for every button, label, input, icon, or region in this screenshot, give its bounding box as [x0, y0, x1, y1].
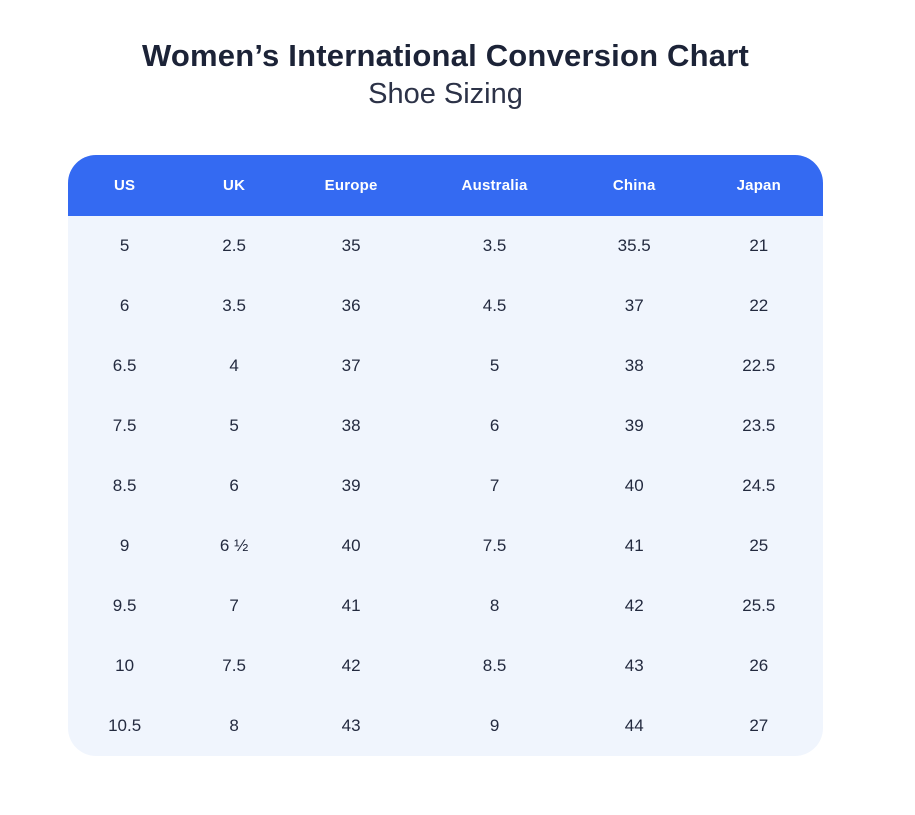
table-cell: 10 [115, 656, 135, 676]
table-cell: 43 [624, 656, 644, 676]
table-cell: 35.5 [617, 236, 651, 256]
table-cell: 40 [341, 536, 361, 556]
table-cell: 23.5 [742, 416, 776, 436]
table-cell: 8.5 [112, 476, 137, 496]
table-cell: 42 [624, 596, 644, 616]
table-cell: 26 [749, 656, 769, 676]
table-row: 10.5 8 43 9 44 27 [68, 696, 823, 756]
table-cell: 39 [624, 416, 644, 436]
table-cell: 39 [341, 476, 361, 496]
table-row: 9.5 7 41 8 42 25.5 [68, 576, 823, 636]
table-row: 10 7.5 42 8.5 43 26 [68, 636, 823, 696]
table-cell: 7.5 [222, 656, 246, 676]
table-cell: 9.5 [112, 596, 137, 616]
table-cell: 41 [624, 536, 644, 556]
table-cell: 3.5 [482, 236, 507, 256]
column-header-europe: Europe [324, 177, 378, 195]
table-cell: 9 [119, 536, 130, 556]
table-row: 8.5 6 39 7 40 24.5 [68, 456, 823, 516]
table-header-row: US UK Europe Australia China Japan [68, 155, 823, 217]
column-header-uk: UK [223, 177, 246, 195]
table-cell: 6 [119, 296, 130, 316]
table-cell: 44 [624, 716, 644, 736]
table-cell: 4.5 [482, 296, 507, 316]
table-cell: 8 [489, 596, 500, 616]
table-cell: 4 [229, 356, 239, 376]
table-cell: 42 [341, 656, 361, 676]
table-cell: 36 [341, 296, 361, 316]
table-cell: 6 [489, 416, 500, 436]
table-cell: 6.5 [112, 356, 137, 376]
table-cell: 21 [749, 236, 769, 256]
table-cell: 41 [341, 596, 361, 616]
column-header-australia: Australia [461, 177, 528, 195]
table-cell: 9 [489, 716, 500, 736]
column-header-china: China [612, 177, 656, 195]
table-body: 5 2.5 35 3.5 35.5 21 6 3.5 36 4.5 37 22 6.5 4 37 5 38 22.… [68, 216, 823, 757]
table-cell: 22.5 [742, 356, 776, 376]
table-cell: 3.5 [222, 296, 246, 316]
table-cell: 6 ½ [219, 536, 249, 556]
page-title: Women’s International Conversion Chart [141, 38, 749, 73]
table-cell: 24.5 [742, 476, 776, 496]
table-cell: 22 [749, 296, 769, 316]
table-cell: 7 [489, 476, 500, 496]
table-cell: 38 [624, 356, 644, 376]
table-row: 7.5 5 38 6 39 23.5 [68, 396, 823, 456]
table-cell: 35 [341, 236, 361, 256]
page: Women’s International Conversion Chart S… [68, 38, 823, 757]
table-row: 6 3.5 36 4.5 37 22 [68, 276, 823, 336]
table-cell: 7.5 [112, 416, 137, 436]
table-cell: 25.5 [742, 596, 776, 616]
table-cell: 40 [624, 476, 644, 496]
table-cell: 37 [341, 356, 361, 376]
table-cell: 38 [341, 416, 361, 436]
table-row: 6.5 4 37 5 38 22.5 [68, 336, 823, 396]
table-cell: 8.5 [482, 656, 507, 676]
table-cell: 25 [749, 536, 769, 556]
column-header-us: US [114, 177, 136, 195]
shoe-size-conversion-table: US UK Europe Australia China Japan 5 2.5 35 3.5 3… [68, 155, 823, 757]
table-cell: 5 [229, 416, 239, 436]
column-header-japan: Japan [736, 177, 781, 195]
table-row: 5 2.5 35 3.5 35.5 21 [68, 216, 823, 276]
table-cell: 6 [229, 476, 239, 496]
table-cell: 7 [229, 596, 239, 616]
table-cell: 8 [229, 716, 239, 736]
table-cell: 37 [624, 296, 644, 316]
table-cell: 27 [749, 716, 769, 736]
table-row: 9 6 ½ 40 7.5 41 25 [68, 516, 823, 576]
table-cell: 43 [341, 716, 361, 736]
table-cell: 10.5 [108, 716, 142, 736]
table-cell: 5 [489, 356, 500, 376]
page-subtitle: Shoe Sizing [368, 77, 523, 110]
table-cell: 7.5 [482, 536, 507, 556]
table-cell: 5 [119, 236, 130, 256]
table-cell: 2.5 [222, 236, 246, 256]
